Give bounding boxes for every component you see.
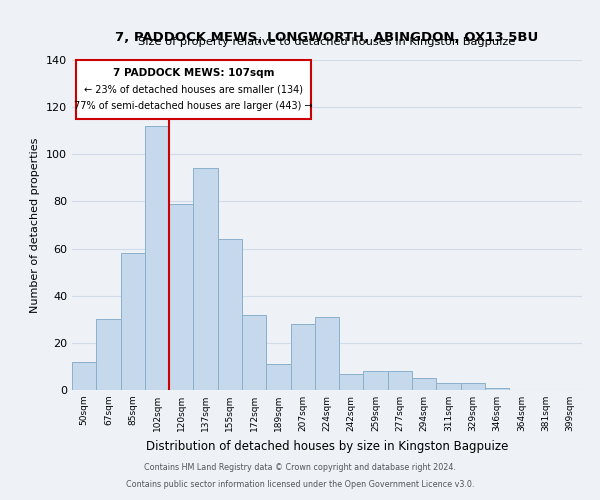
- Bar: [218, 239, 242, 390]
- Bar: [242, 314, 266, 390]
- Bar: [485, 388, 509, 390]
- Bar: [145, 126, 169, 390]
- Text: Size of property relative to detached houses in Kingston Bagpuize: Size of property relative to detached ho…: [139, 37, 515, 47]
- X-axis label: Distribution of detached houses by size in Kingston Bagpuize: Distribution of detached houses by size …: [146, 440, 508, 452]
- Text: 7 PADDOCK MEWS: 107sqm: 7 PADDOCK MEWS: 107sqm: [113, 68, 274, 78]
- Bar: [339, 374, 364, 390]
- Bar: [290, 324, 315, 390]
- Text: ← 23% of detached houses are smaller (134): ← 23% of detached houses are smaller (13…: [84, 84, 303, 94]
- Bar: [169, 204, 193, 390]
- Text: Contains public sector information licensed under the Open Government Licence v3: Contains public sector information licen…: [126, 480, 474, 489]
- Bar: [193, 168, 218, 390]
- Bar: [436, 383, 461, 390]
- Y-axis label: Number of detached properties: Number of detached properties: [31, 138, 40, 312]
- Text: Contains HM Land Registry data © Crown copyright and database right 2024.: Contains HM Land Registry data © Crown c…: [144, 464, 456, 472]
- Title: 7, PADDOCK MEWS, LONGWORTH, ABINGDON, OX13 5BU: 7, PADDOCK MEWS, LONGWORTH, ABINGDON, OX…: [115, 30, 539, 44]
- Bar: [364, 371, 388, 390]
- Bar: [388, 371, 412, 390]
- Bar: [96, 320, 121, 390]
- Bar: [266, 364, 290, 390]
- FancyBboxPatch shape: [76, 60, 311, 119]
- Bar: [315, 317, 339, 390]
- Bar: [461, 383, 485, 390]
- Text: 77% of semi-detached houses are larger (443) →: 77% of semi-detached houses are larger (…: [74, 101, 313, 111]
- Bar: [412, 378, 436, 390]
- Bar: [121, 254, 145, 390]
- Bar: [72, 362, 96, 390]
